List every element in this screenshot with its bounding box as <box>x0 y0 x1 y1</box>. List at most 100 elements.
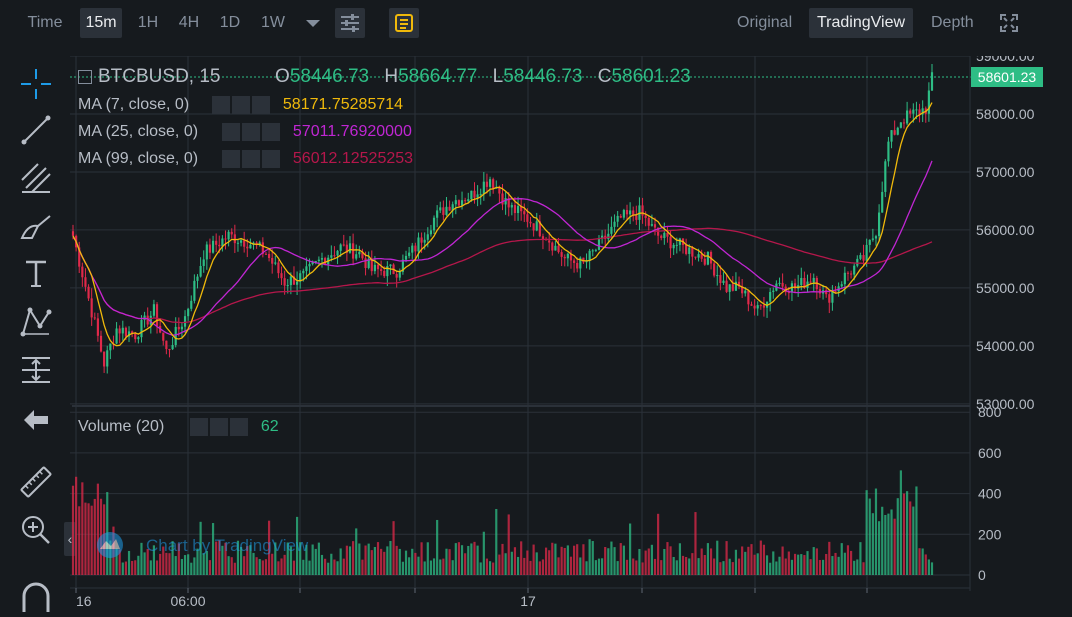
volume-bar <box>787 551 790 575</box>
close-icon[interactable] <box>230 418 249 436</box>
volume-bar <box>230 557 233 575</box>
gear-icon[interactable] <box>232 96 251 114</box>
candle-body <box>526 214 529 222</box>
volume-bar <box>442 558 445 575</box>
candle-body <box>728 284 731 292</box>
trendline-tool[interactable] <box>18 112 54 148</box>
volume-bar <box>737 558 741 575</box>
view-tradingview[interactable]: TradingView <box>809 8 914 38</box>
brush-tool[interactable] <box>18 208 54 244</box>
eye-icon[interactable] <box>212 96 231 114</box>
candle-body <box>264 253 268 255</box>
candle-body <box>348 243 352 253</box>
candle-body <box>893 130 896 135</box>
candle-body <box>106 350 109 367</box>
candle-body <box>675 244 678 246</box>
price-axis: 59000.00 58000.00 57000.00 56000.00 55000.00… <box>976 48 1035 412</box>
candle-body <box>317 259 320 261</box>
text-icon <box>26 260 46 287</box>
eye-icon[interactable] <box>222 123 241 141</box>
interval-4h[interactable]: 4H <box>178 14 200 31</box>
candle-body <box>495 187 498 189</box>
interval-1d[interactable]: 1D <box>219 14 241 31</box>
ma99-legend: MA (99, close, 0) 56012.12525253 <box>78 150 413 168</box>
fullscreen-button[interactable] <box>994 8 1024 38</box>
interval-1w[interactable]: 1W <box>261 14 285 31</box>
candle-body <box>470 190 473 200</box>
fib-tool[interactable] <box>18 160 54 196</box>
volume-bar <box>585 561 588 575</box>
candle-body <box>295 281 299 285</box>
collapse-legend-icon[interactable] <box>78 69 92 84</box>
candle-body <box>451 204 454 211</box>
candle-body <box>180 326 184 330</box>
candle-body <box>706 251 710 265</box>
candle-body <box>84 277 87 287</box>
candle-body <box>330 255 333 258</box>
measure-tool[interactable] <box>18 352 54 388</box>
volume-bar <box>800 554 803 575</box>
volume-bar <box>367 543 370 575</box>
close-icon[interactable] <box>252 96 271 114</box>
candle-body <box>713 263 716 276</box>
price-tick-label: 59000.00 <box>976 56 1035 64</box>
view-depth[interactable]: Depth <box>931 14 974 31</box>
chart-settings-button[interactable] <box>335 8 365 38</box>
zoom-in-tool[interactable] <box>18 512 54 548</box>
gear-icon[interactable] <box>242 123 261 141</box>
volume-bar <box>292 560 296 575</box>
close-icon[interactable] <box>262 123 281 141</box>
candle-body <box>205 244 208 260</box>
chart-canvas[interactable]: 59000.00 58000.00 57000.00 56000.00 55000.00… <box>70 48 1072 612</box>
more-intervals-dropdown[interactable] <box>298 8 328 38</box>
candle-body <box>588 250 591 261</box>
volume-bar <box>874 488 878 575</box>
volume-bar <box>165 552 168 575</box>
ruler-tool[interactable] <box>18 464 54 500</box>
volume-bar <box>342 558 345 575</box>
indicators-button[interactable] <box>389 8 419 38</box>
candle-body <box>809 281 812 283</box>
volume-bar <box>722 561 725 575</box>
volume-bar <box>348 546 352 575</box>
pattern-tool[interactable] <box>18 304 54 340</box>
volume-legend: Volume (20) 62 <box>78 418 279 436</box>
view-original[interactable]: Original <box>737 14 793 31</box>
close-icon[interactable] <box>262 150 281 168</box>
volume-bar <box>345 545 348 575</box>
candle-body <box>271 257 274 264</box>
interval-1h[interactable]: 1H <box>137 14 159 31</box>
volume-tick-label: 0 <box>978 567 986 583</box>
volume-bar <box>778 556 781 575</box>
candle-body <box>629 210 632 215</box>
candle-body <box>772 290 775 292</box>
chart-area[interactable]: 59000.00 58000.00 57000.00 56000.00 55000.00… <box>70 48 1072 612</box>
volume-bar <box>411 548 414 575</box>
volume-bar <box>762 544 766 575</box>
text-tool[interactable] <box>18 256 54 292</box>
volume-bar <box>274 542 277 575</box>
crosshair-tool[interactable] <box>18 66 54 102</box>
eye-icon[interactable] <box>190 418 209 436</box>
volume-bar <box>280 558 283 575</box>
candle-body <box>246 246 249 249</box>
volume-bar <box>675 560 678 575</box>
interval-15m[interactable]: 15m <box>80 8 122 38</box>
back-tool[interactable] <box>18 402 54 438</box>
candle-body <box>364 258 367 268</box>
gear-icon[interactable] <box>210 418 229 436</box>
volume-bar <box>373 547 376 575</box>
candle-body <box>840 284 843 287</box>
volume-bar <box>529 560 532 575</box>
time-label: 17 <box>520 593 536 609</box>
candle-body <box>314 260 317 263</box>
low-value: 58446.73 <box>503 66 583 87</box>
candle-body <box>622 209 625 218</box>
magnet-tool[interactable] <box>18 580 54 612</box>
volume-bar <box>339 548 342 575</box>
candle-body <box>308 264 311 267</box>
volume-bar <box>535 552 538 575</box>
gear-icon[interactable] <box>242 150 261 168</box>
eye-icon[interactable] <box>222 150 241 168</box>
ma99-line <box>72 227 933 324</box>
